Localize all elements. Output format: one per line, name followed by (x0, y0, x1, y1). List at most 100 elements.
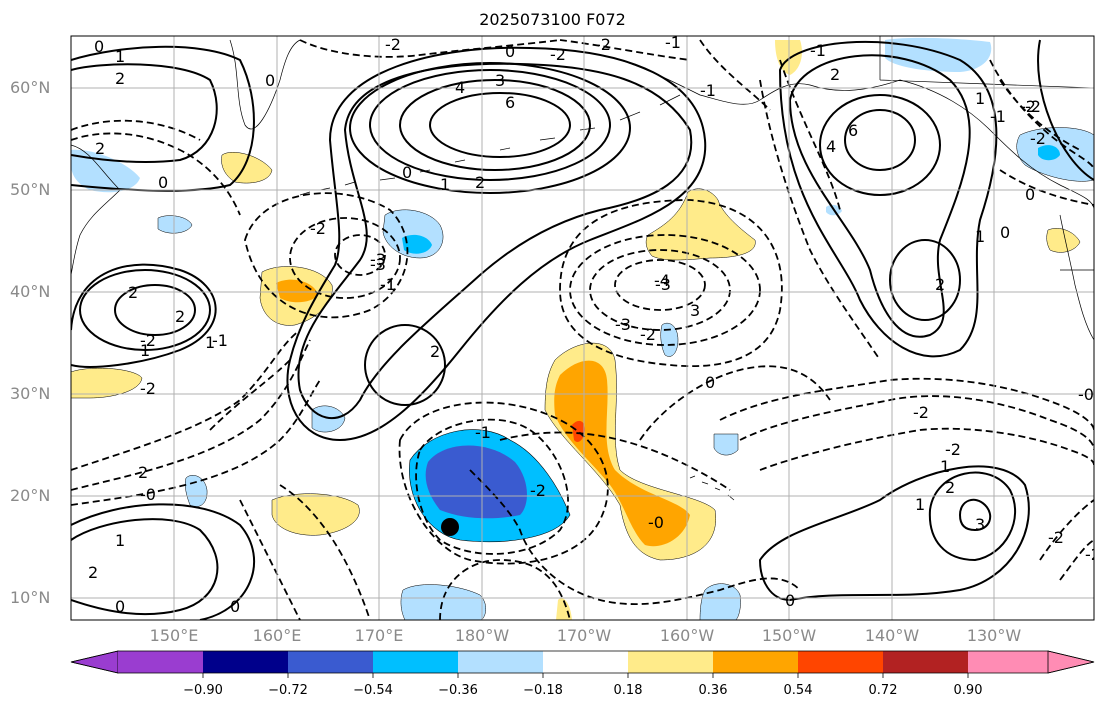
contour-label: -4 (654, 271, 670, 290)
na-dashed-2 (999, 79, 1081, 151)
contour-label: -1 (380, 275, 396, 294)
lon-label-180w: 180°W (454, 626, 510, 645)
orange-patch-1 (276, 279, 318, 303)
contour-label: -2 (913, 403, 929, 422)
colorbar-bin-8 (713, 651, 798, 673)
west-high-contour-1b (79, 269, 211, 351)
colorbar-bin-11 (968, 651, 1048, 673)
nw-contour-0 (71, 45, 255, 192)
yellow-patch-3 (71, 367, 143, 399)
low-center-contour (614, 259, 706, 311)
se-trough-contour-2 (1059, 539, 1094, 581)
lon-label-170w: 170°W (556, 626, 612, 645)
colorbar-tick-label: −0.90 (183, 683, 223, 698)
contour-label: 0 (265, 71, 275, 90)
contour-label: 0 (115, 597, 125, 616)
north-dashed-1 (299, 39, 561, 58)
nw-contour-2 (71, 63, 218, 164)
contour-label: -2 (945, 440, 961, 459)
subtropical-contour-3 (71, 379, 321, 506)
contour-label: -2 (640, 325, 656, 344)
colorbar-tick-label: 0.36 (698, 683, 728, 698)
contour-label: 2 (88, 563, 98, 582)
east-high-contour-2 (788, 54, 971, 338)
contour-label: 2 (175, 307, 185, 326)
positive-contours (71, 39, 1094, 620)
contour-label: -2 (1025, 97, 1041, 116)
colorbar-tick-label: 0.90 (953, 683, 983, 698)
blue-patch-5 (1038, 145, 1060, 161)
graticule (71, 36, 1094, 620)
colorbar-tick-label: −0.72 (268, 683, 308, 698)
se-trough-contour (1039, 499, 1094, 561)
contour-label: -1 (665, 33, 681, 52)
south-trough-contour (439, 559, 571, 620)
contour-label: 1 (440, 175, 450, 194)
subtropical-contour-1 (71, 329, 301, 471)
colorbar-bin-9 (798, 651, 883, 673)
colorbar-tick-label: −0.18 (523, 683, 563, 698)
contour-label: 1 (915, 495, 925, 514)
colorbar-tick-label: 0.18 (613, 683, 643, 698)
contour-label: 0 (705, 373, 715, 392)
colorbar-bin-7 (628, 651, 713, 673)
east-trough-contour-3 (759, 427, 1094, 471)
central-low-contour-2 (415, 418, 569, 555)
negative-contours (71, 39, 1094, 620)
colorbar-tick-label: 0.72 (868, 683, 898, 698)
east-trough-contour-2 (719, 377, 1094, 431)
contour-label: 3 (975, 515, 985, 534)
lon-label-160w: 160°W (659, 626, 715, 645)
lat-label-40n: 40°N (10, 282, 51, 301)
subtropical-contour-2 (71, 339, 311, 491)
central-low-contour-1 (398, 401, 609, 565)
sw-contour-0 (71, 503, 256, 620)
high-contour-5 (399, 79, 591, 171)
contour-label: 0 (158, 173, 168, 192)
hawaii-islands (689, 475, 735, 501)
contour-label: 4 (455, 78, 465, 97)
position-dot (441, 518, 459, 536)
contour-label: -2 (595, 35, 611, 54)
alaska-coast (619, 59, 1094, 211)
light-blue-patch-2 (400, 584, 486, 620)
contour-label: 2 (830, 65, 840, 84)
west-low-contour-1 (244, 192, 409, 319)
shaded-regions (71, 37, 1094, 620)
contour-label: -1 (990, 107, 1006, 126)
contour-label: -1 (475, 423, 491, 442)
light-blue-patch-7 (157, 215, 193, 234)
contour-label: -0 (648, 513, 664, 532)
contour-label: 0 (505, 42, 515, 61)
colorbar-tick-label: 0.54 (783, 683, 813, 698)
map-title: 2025073100 F072 (479, 10, 626, 29)
contour-label: 2 (138, 463, 148, 482)
contour-label: 0 (1025, 185, 1035, 204)
plot-frame (70, 35, 1095, 621)
contour-label: 1 (205, 333, 215, 352)
east-high-contour-1 (778, 40, 998, 358)
colorbar-tick-label: −0.54 (353, 683, 393, 698)
east-ridge-contour-2 (889, 239, 961, 321)
contour-label: -1 (810, 41, 826, 60)
contour-label: 0 (94, 37, 104, 56)
lon-label-150e: 150°E (149, 626, 199, 645)
contour-label: 0 (230, 597, 240, 616)
na-contour (1037, 39, 1094, 181)
contour-label: 2 (475, 173, 485, 192)
yellow-patch-4 (645, 188, 756, 261)
west-high-contour-1 (71, 263, 217, 368)
colorbar-extend-low (70, 650, 119, 674)
low-contour-3 (589, 249, 731, 331)
contour-label: 6 (848, 121, 858, 140)
contour-label: 1 (940, 457, 950, 476)
tropical-contour-a (239, 499, 301, 620)
colorbar-outline (70, 650, 1095, 674)
central-dashed-long-2 (499, 431, 731, 491)
high-contour-3 (349, 62, 631, 194)
lat-label-30n: 30°N (10, 384, 51, 403)
light-blue-patch-8 (311, 405, 346, 433)
east-trough-contour-1 (739, 395, 1094, 451)
yellow-patch-5 (221, 152, 273, 184)
